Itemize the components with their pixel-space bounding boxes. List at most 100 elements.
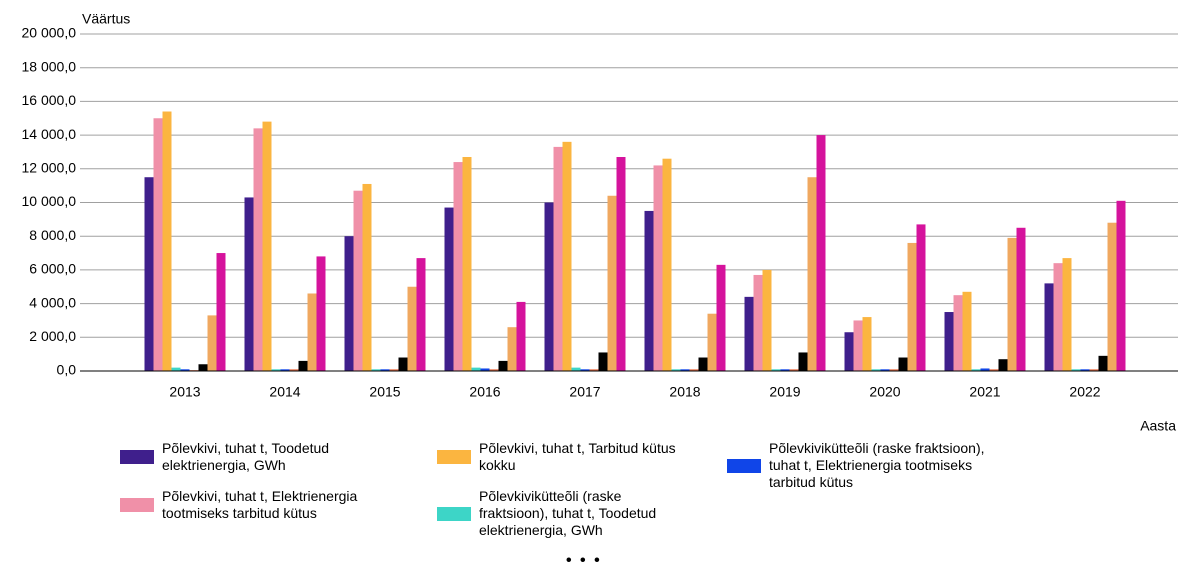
bar xyxy=(1053,263,1063,371)
bar xyxy=(353,190,363,371)
bar xyxy=(507,327,517,371)
x-tick-label: 2016 xyxy=(469,384,500,400)
bar xyxy=(689,369,699,371)
bar xyxy=(1071,369,1081,371)
legend-label: Põlevkivikütteõli (raske fraktsioon), tu… xyxy=(479,488,657,538)
x-tick-label: 2019 xyxy=(769,384,800,400)
bar xyxy=(598,352,608,371)
bar xyxy=(1116,200,1126,371)
legend-swatch xyxy=(120,450,154,464)
y-tick-label: 8 000,0 xyxy=(29,227,76,243)
bar xyxy=(144,177,154,371)
bar xyxy=(962,291,972,371)
x-tick-label: 2020 xyxy=(869,384,900,400)
bar xyxy=(1007,237,1017,371)
bar xyxy=(480,368,490,371)
bar xyxy=(407,286,417,371)
bar xyxy=(1107,222,1117,371)
bar xyxy=(662,158,672,371)
bar xyxy=(471,367,481,371)
y-tick-label: 12 000,0 xyxy=(22,160,77,176)
bar xyxy=(616,157,626,371)
bar xyxy=(162,111,172,371)
bar xyxy=(607,195,617,371)
bar xyxy=(180,369,190,371)
bar xyxy=(707,313,717,371)
bar xyxy=(462,157,472,371)
bar xyxy=(907,242,917,371)
y-tick-label: 18 000,0 xyxy=(22,58,77,74)
bar xyxy=(307,293,317,371)
bar xyxy=(280,369,290,371)
bar xyxy=(244,197,254,371)
bar xyxy=(207,315,217,371)
bar xyxy=(816,135,826,371)
legend-entry: Põlevkivikütteõli (raske fraktsioon), tu… xyxy=(727,440,1002,491)
bar xyxy=(771,369,781,371)
y-tick-label: 2 000,0 xyxy=(29,328,76,344)
bar xyxy=(253,128,263,371)
bar xyxy=(798,352,808,371)
bar xyxy=(671,369,681,371)
y-tick-label: 4 000,0 xyxy=(29,294,76,310)
bar xyxy=(362,183,372,371)
y-tick-label: 14 000,0 xyxy=(22,126,77,142)
legend-label: Põlevkivikütteõli (raske fraktsioon), tu… xyxy=(769,440,985,490)
bar xyxy=(1062,258,1072,371)
y-tick-label: 20 000,0 xyxy=(22,25,77,41)
bar xyxy=(880,369,890,371)
bar xyxy=(444,207,454,371)
bar xyxy=(153,118,163,371)
bar xyxy=(753,274,763,371)
bar xyxy=(516,301,526,371)
bar xyxy=(389,369,399,371)
bar xyxy=(862,317,872,371)
bar xyxy=(198,364,208,371)
bar xyxy=(271,369,281,371)
bar xyxy=(844,332,854,371)
bar xyxy=(898,357,908,371)
bar xyxy=(316,256,326,371)
bar xyxy=(298,360,308,371)
bar xyxy=(953,295,963,371)
bar xyxy=(544,202,554,371)
bar xyxy=(589,369,599,371)
y-axis-label: Väärtus xyxy=(82,11,130,27)
bar xyxy=(980,368,990,371)
bar xyxy=(453,162,463,371)
bar xyxy=(989,369,999,371)
bar xyxy=(944,312,954,371)
bar xyxy=(171,367,181,371)
x-tick-label: 2017 xyxy=(569,384,600,400)
legend-more: • • • xyxy=(566,552,602,565)
bar xyxy=(889,369,899,371)
legend-label: Põlevkivi, tuhat t, Toodetud elektriener… xyxy=(162,440,330,473)
legend-label: Põlevkivi, tuhat t, Tarbitud kütus kokku xyxy=(479,440,676,473)
x-tick-label: 2021 xyxy=(969,384,1000,400)
legend-swatch xyxy=(120,498,154,512)
legend-swatch xyxy=(437,450,471,464)
bar xyxy=(216,253,226,371)
bar xyxy=(1044,283,1054,371)
bar xyxy=(780,369,790,371)
bar xyxy=(1089,369,1099,371)
x-tick-label: 2015 xyxy=(369,384,400,400)
bar xyxy=(744,296,754,371)
bar xyxy=(916,224,926,371)
bar xyxy=(371,369,381,371)
bar xyxy=(571,367,581,371)
bar xyxy=(398,357,408,371)
y-tick-label: 0,0 xyxy=(57,362,77,378)
bar xyxy=(1080,369,1090,371)
bar xyxy=(489,369,499,371)
y-tick-label: 16 000,0 xyxy=(22,92,77,108)
legend-swatch xyxy=(727,458,761,473)
bar xyxy=(380,369,390,371)
legend-swatch xyxy=(437,506,471,521)
y-tick-label: 6 000,0 xyxy=(29,261,76,277)
bar xyxy=(416,258,426,371)
bar xyxy=(1098,355,1108,371)
bar xyxy=(789,369,799,371)
bar xyxy=(553,146,563,371)
